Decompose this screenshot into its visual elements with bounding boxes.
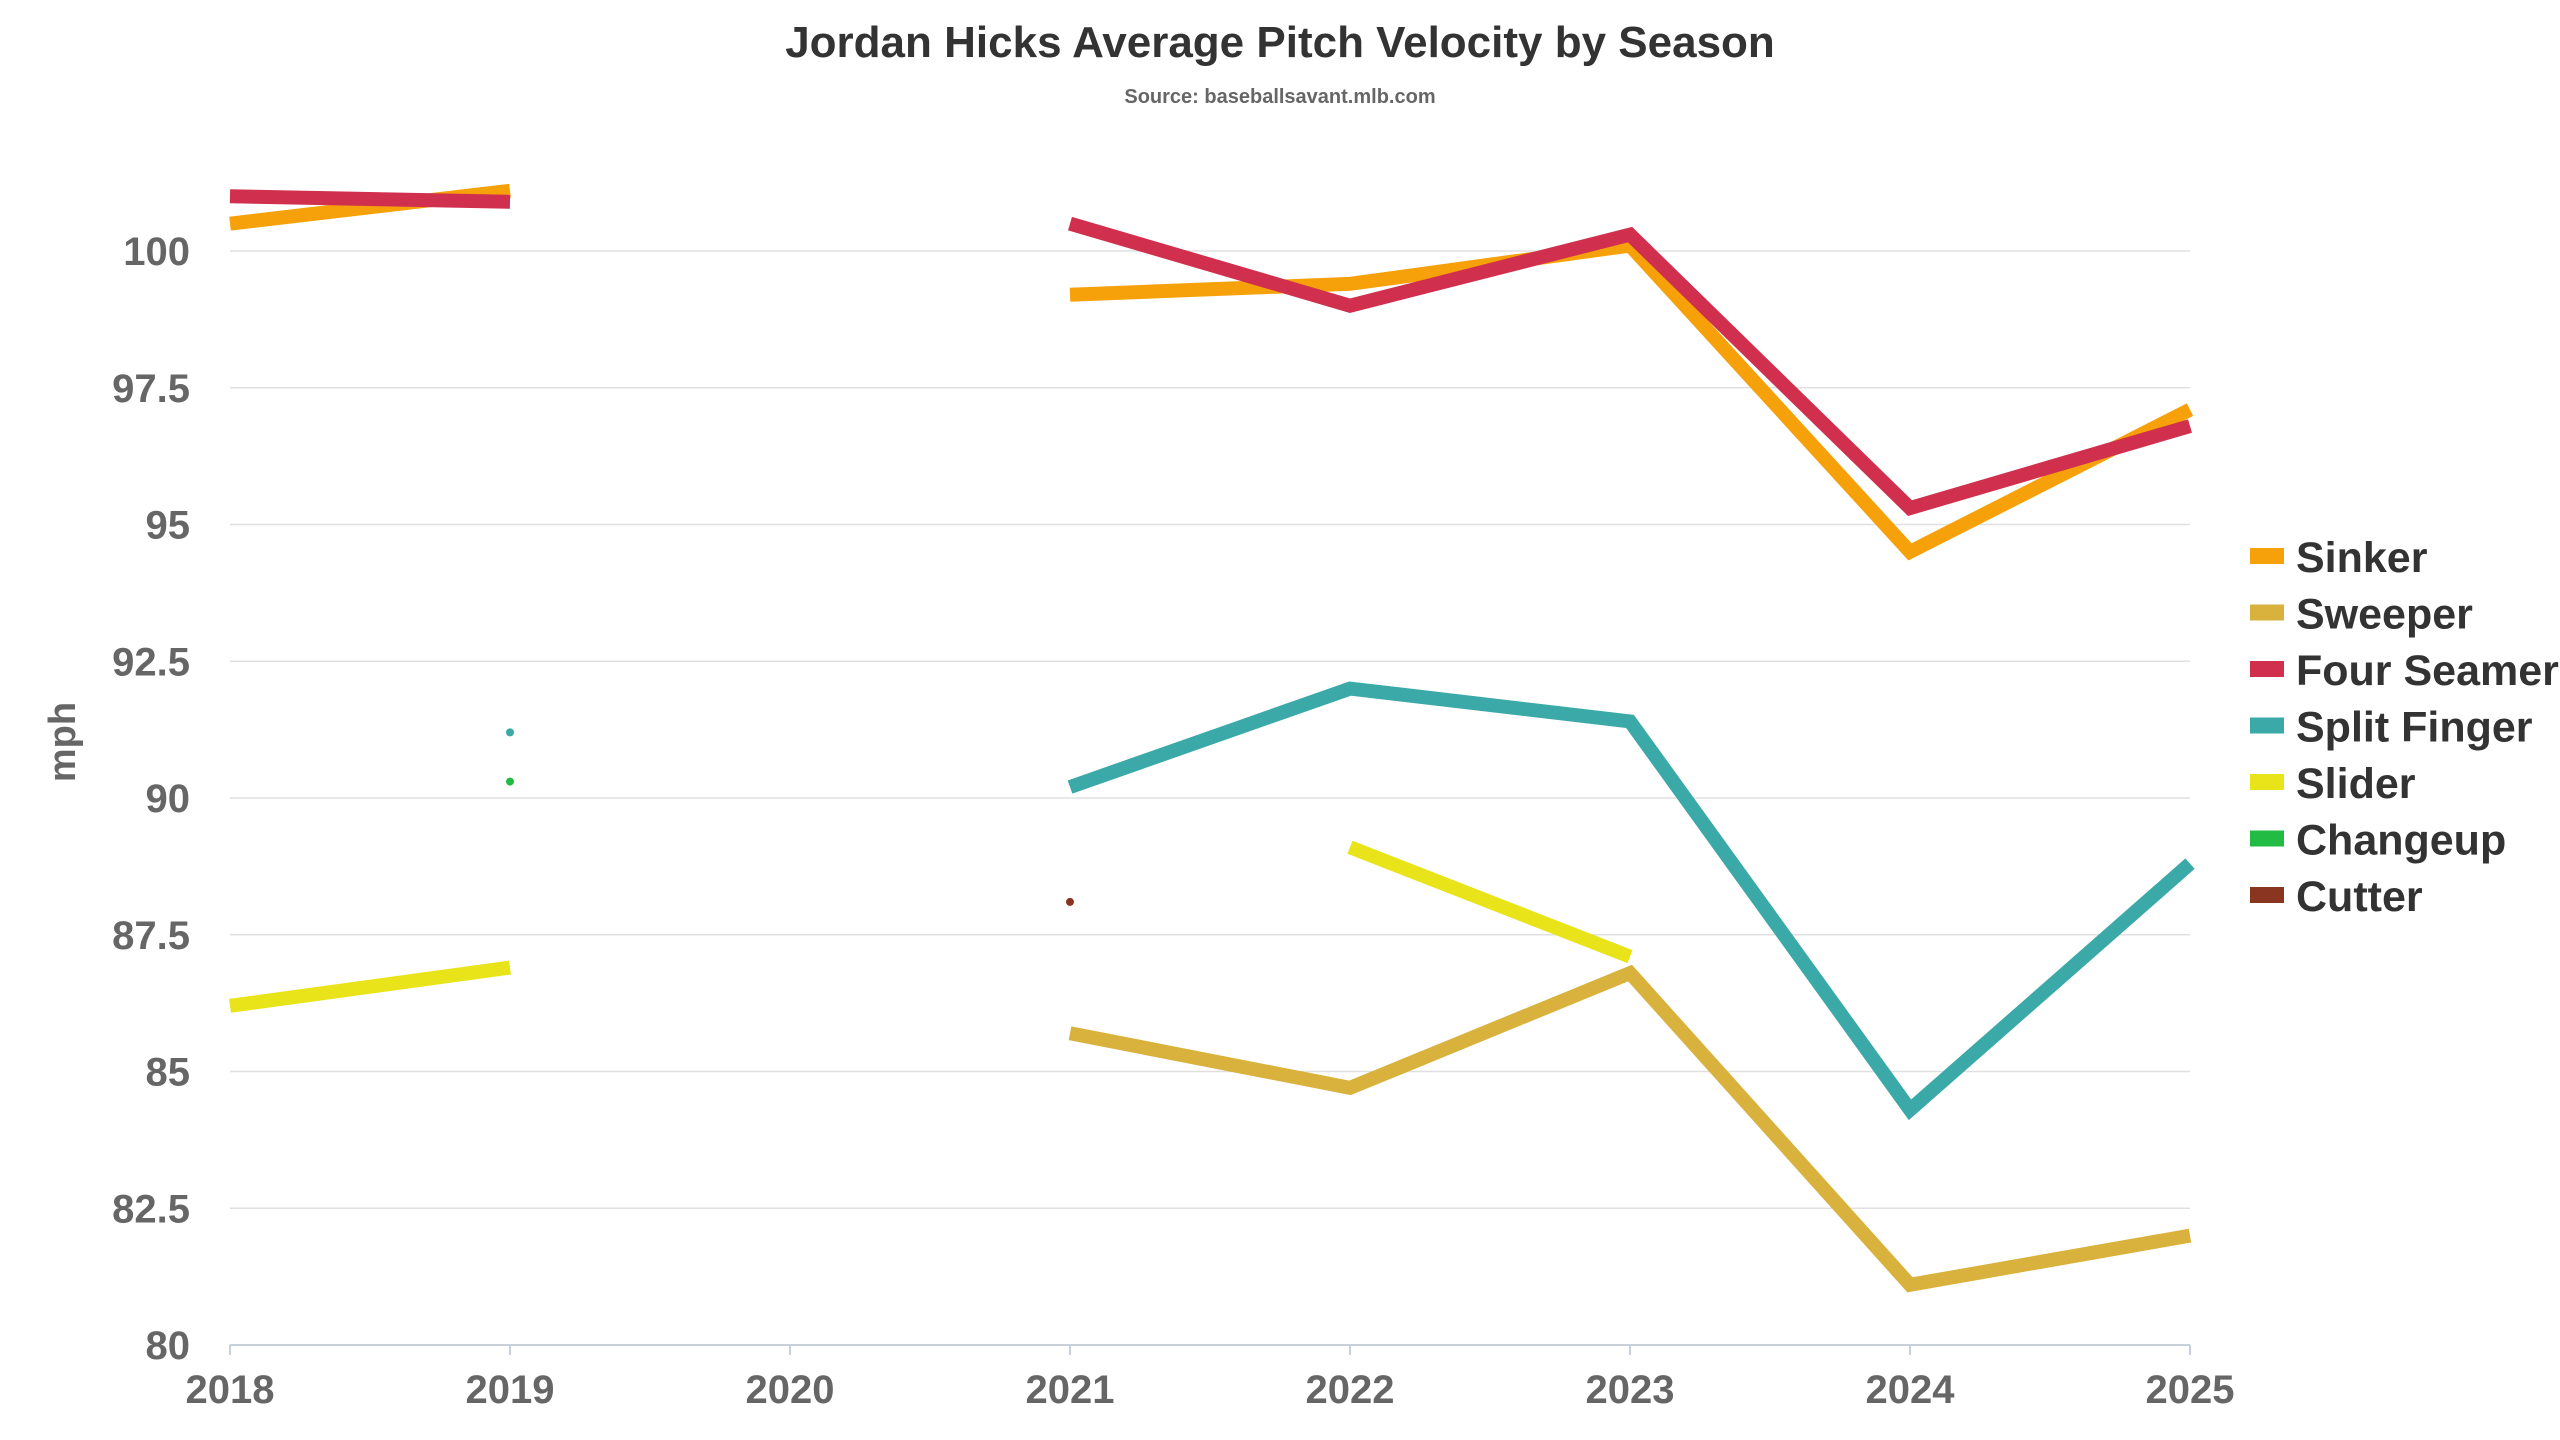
legend-item-four-seamer: Four Seamer [2250,647,2559,695]
grid-lines [230,250,2190,1346]
series-line-sweeper [1068,964,2192,1293]
legend-item-slider: Slider [2250,760,2416,808]
legend-item-sweeper: Sweeper [2250,591,2473,639]
legend-label: Sinker [2296,534,2428,582]
x-tick-label: 2018 [186,1368,275,1412]
series-point-cutter [1066,897,1074,906]
y-axis-label: mph [42,702,84,782]
legend-swatch [2250,887,2284,903]
y-tick-label: 100 [123,230,190,274]
series-line-slider [1347,840,1633,964]
series-line-split-finger [1067,681,2195,1121]
legend-swatch [2250,830,2284,847]
x-axis-ticks: 2018 2019 2020 2021 2022 2023 2024 2025 [186,1345,2235,1412]
y-tick-label: 80 [146,1324,191,1368]
series-split-finger [506,681,2195,1121]
y-tick-label: 92.5 [112,640,190,684]
legend-item-changeup: Changeup [2250,817,2506,865]
x-tick-label: 2020 [746,1368,835,1412]
series-sweeper [1068,964,2192,1293]
legend-label: Sweeper [2296,591,2473,639]
x-tick-label: 2022 [1306,1368,1395,1412]
chart-subtitle: Source: baseballsavant.mlb.com [1124,86,1435,108]
legend-label: Changeup [2296,817,2506,865]
series-point-changeup [506,777,514,786]
y-tick-label: 82.5 [112,1187,190,1231]
series-cutter [1066,897,1074,906]
series-line-sinker [1069,238,2194,561]
chart-title: Jordan Hicks Average Pitch Velocity by S… [785,18,1775,67]
series-changeup [506,777,514,786]
legend-swatch [2250,604,2284,621]
series-line-slider [229,960,511,1013]
legend-item-cutter: Cutter [2250,873,2423,921]
series-line-four-seamer [229,189,511,209]
series-four-seamer [229,189,2192,516]
y-tick-label: 95 [146,504,191,548]
legend-swatch [2250,717,2284,734]
y-tick-label: 90 [146,777,191,821]
x-tick-label: 2021 [1026,1368,1115,1412]
legend-item-sinker: Sinker [2250,534,2428,582]
series-group [229,183,2195,1293]
x-tick-label: 2024 [1866,1368,1956,1412]
series-slider [229,840,1633,1013]
legend-label: Cutter [2296,873,2423,921]
series-point-split-finger [506,728,514,737]
legend-item-split-finger: Split Finger [2250,704,2533,752]
legend-swatch [2250,774,2284,790]
legend-label: Slider [2296,760,2416,808]
y-axis-ticks: 80 82.5 85 87.5 90 92.5 95 97.5 100 [112,230,190,1368]
y-tick-label: 97.5 [112,367,190,411]
legend-label: Four Seamer [2296,647,2559,695]
legend: Sinker Sweeper Four Seamer Split Finger Slid… [2250,534,2559,921]
legend-label: Split Finger [2296,704,2533,752]
x-tick-label: 2019 [466,1368,555,1412]
y-tick-label: 87.5 [112,914,190,958]
series-line-four-seamer [1068,216,2192,516]
x-tick-label: 2025 [2146,1368,2235,1412]
x-tick-label: 2023 [1586,1368,1675,1412]
legend-swatch [2250,548,2284,564]
legend-swatch [2250,661,2284,677]
y-tick-label: 85 [146,1051,191,1095]
